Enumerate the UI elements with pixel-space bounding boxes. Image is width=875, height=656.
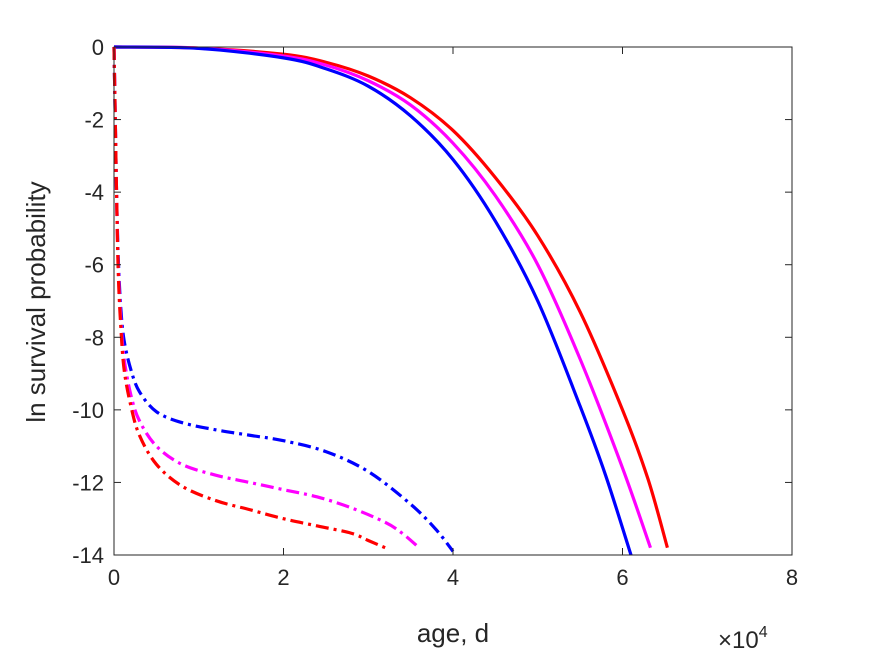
y-axis-ticks: 0 -2 -4 -6 -8 -10 -12 -14: [72, 35, 792, 568]
y-tick-label: -2: [84, 108, 104, 133]
y-tick-label: 0: [92, 35, 104, 60]
x-tick-label: 6: [616, 565, 628, 590]
x-tick-label: 8: [786, 565, 798, 590]
series-line-1-solid: [113, 45, 669, 549]
y-tick-label: -6: [84, 253, 104, 278]
y-tick-label: -14: [72, 543, 104, 568]
x-axis-ticks: 0 2 4 6 8: [108, 47, 798, 590]
x-tick-label: 0: [108, 565, 120, 590]
x-tick-label: 2: [277, 565, 289, 590]
x-tick-label: 4: [447, 565, 459, 590]
y-tick-label: -4: [84, 180, 104, 205]
y-tick-label: -8: [84, 325, 104, 350]
x-exponent-base: ×10: [718, 627, 759, 654]
y-tick-label: -10: [72, 398, 104, 423]
x-axis-exponent: ×104: [718, 624, 768, 654]
series-line-3-solid: [113, 45, 633, 556]
plot-lines: [112, 45, 669, 556]
x-axis-label: age, d: [417, 618, 489, 648]
series-line-6-dashdot: [112, 46, 386, 550]
y-axis-label: ln survival probability: [21, 181, 51, 422]
y-tick-label: -12: [72, 470, 104, 495]
x-exponent-power: 4: [759, 624, 768, 641]
